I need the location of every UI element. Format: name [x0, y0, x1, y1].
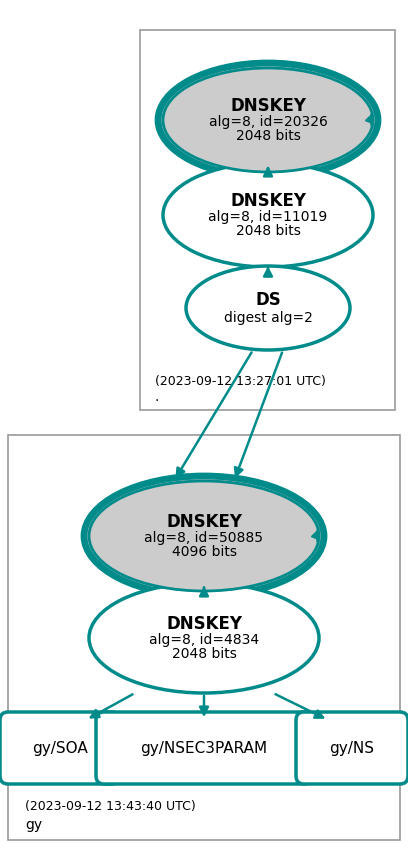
Text: gy/SOA: gy/SOA	[32, 740, 88, 755]
Text: DS: DS	[255, 291, 281, 309]
Text: digest alg=2: digest alg=2	[224, 311, 313, 325]
Text: (2023-09-12 13:43:40 UTC): (2023-09-12 13:43:40 UTC)	[25, 800, 196, 813]
Text: alg=8, id=11019: alg=8, id=11019	[208, 210, 328, 224]
Ellipse shape	[82, 474, 326, 598]
Text: alg=8, id=4834: alg=8, id=4834	[149, 633, 259, 647]
FancyBboxPatch shape	[296, 712, 408, 784]
Text: DNSKEY: DNSKEY	[230, 97, 306, 115]
Ellipse shape	[160, 65, 376, 175]
Ellipse shape	[86, 478, 322, 594]
Ellipse shape	[163, 163, 373, 267]
Text: gy/NS: gy/NS	[330, 740, 375, 755]
Text: DNSKEY: DNSKEY	[230, 192, 306, 210]
Text: (2023-09-12 13:27:01 UTC): (2023-09-12 13:27:01 UTC)	[155, 375, 326, 388]
Text: alg=8, id=20326: alg=8, id=20326	[208, 115, 328, 129]
Text: DNSKEY: DNSKEY	[166, 513, 242, 531]
Bar	[140, 30, 395, 410]
Text: 4096 bits: 4096 bits	[171, 545, 237, 559]
Text: 2048 bits: 2048 bits	[235, 129, 300, 143]
FancyBboxPatch shape	[0, 712, 120, 784]
Ellipse shape	[89, 583, 319, 693]
Bar	[8, 435, 400, 840]
Ellipse shape	[163, 68, 373, 172]
Ellipse shape	[156, 61, 380, 179]
Ellipse shape	[89, 481, 319, 591]
Text: DNSKEY: DNSKEY	[166, 615, 242, 633]
Text: gy: gy	[25, 818, 42, 832]
Ellipse shape	[186, 266, 350, 350]
Text: 2048 bits: 2048 bits	[171, 647, 237, 661]
Text: gy/NSEC3PARAM: gy/NSEC3PARAM	[140, 740, 268, 755]
FancyBboxPatch shape	[96, 712, 312, 784]
Text: alg=8, id=50885: alg=8, id=50885	[144, 531, 264, 545]
Text: .: .	[155, 390, 160, 404]
Text: 2048 bits: 2048 bits	[235, 224, 300, 238]
